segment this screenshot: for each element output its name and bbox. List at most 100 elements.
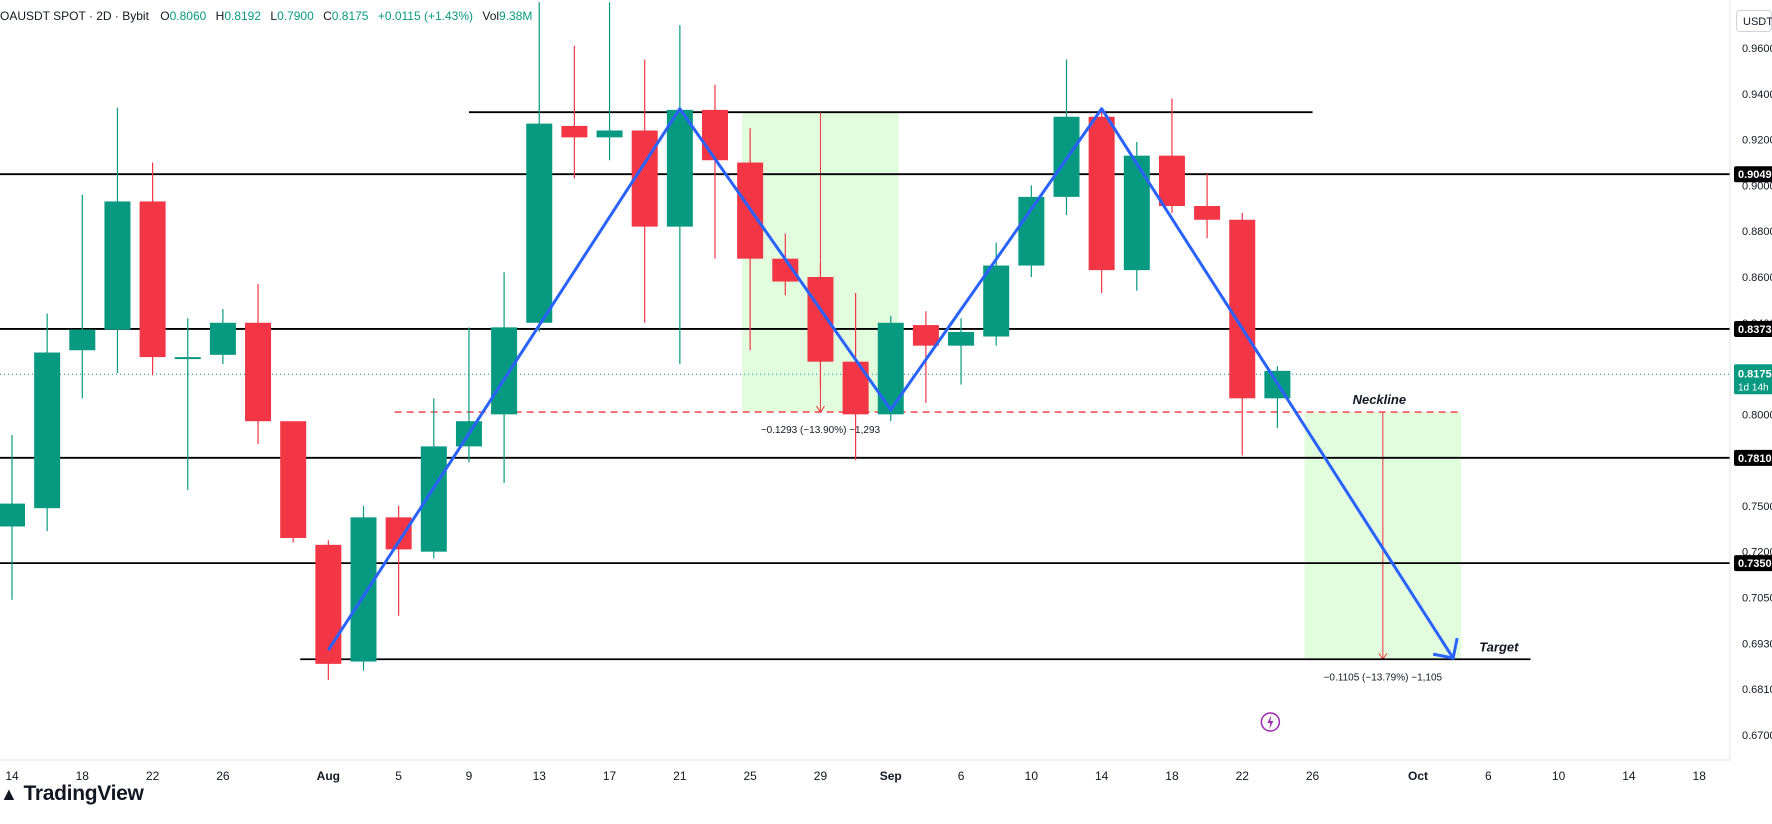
time-tick-label: 22 xyxy=(146,769,160,783)
level-price-label: 0.8373 xyxy=(1738,324,1772,336)
symbol-header: OAUSDT SPOT · 2D · Bybit O0.8060 H0.8192… xyxy=(0,9,532,23)
volume-label: Vol xyxy=(482,9,500,23)
candle-body xyxy=(34,352,61,509)
candle-body xyxy=(0,503,25,527)
level-price-tag xyxy=(1734,320,1772,337)
candle-body xyxy=(807,276,834,362)
candle-body xyxy=(1088,116,1115,271)
lightning-glyph xyxy=(1267,715,1274,729)
candle-body xyxy=(1229,219,1256,399)
low-label: L xyxy=(270,9,278,23)
time-tick-label: 10 xyxy=(1025,769,1039,783)
open-value: 0.8060 xyxy=(169,9,207,23)
low-value: 0.7900 xyxy=(277,9,314,23)
time-tick-label: 14 xyxy=(1622,769,1636,783)
candle-body xyxy=(139,201,166,358)
level-price-tag xyxy=(1734,555,1772,572)
candle-body xyxy=(209,322,236,355)
candle-body xyxy=(561,125,588,138)
time-tick-label: 29 xyxy=(814,769,828,783)
open-label: O xyxy=(160,9,170,23)
candle-body xyxy=(69,329,96,351)
level-price-tag xyxy=(1734,449,1772,466)
symbol-name[interactable]: OAUSDT SPOT · 2D · Bybit xyxy=(0,9,149,23)
candle-body xyxy=(912,325,939,346)
countdown-label: 1d 14h xyxy=(1738,382,1769,393)
pattern-trendline xyxy=(327,107,1455,659)
time-tick-label: 26 xyxy=(1306,769,1320,783)
current-price-tag xyxy=(1734,364,1772,395)
candle-body xyxy=(1158,155,1185,207)
time-tick-label: 14 xyxy=(1095,769,1109,783)
pattern-arrow-head xyxy=(1432,637,1459,660)
target-label: Target xyxy=(1479,639,1519,654)
level-price-label: 0.9049 xyxy=(1738,169,1772,181)
change-value: +0.0115 (+1.43%) xyxy=(377,9,474,23)
candle-body xyxy=(350,517,377,662)
candle-body xyxy=(245,322,272,422)
time-tick-label: 13 xyxy=(533,769,547,783)
time-tick-label: 18 xyxy=(1165,769,1179,783)
time-tick-label: 18 xyxy=(76,769,90,783)
candle-body xyxy=(526,123,553,323)
close-value: 0.8175 xyxy=(331,9,369,23)
candle-body xyxy=(315,544,342,664)
time-tick-label: 6 xyxy=(1485,769,1492,783)
time-tick-label: Sep xyxy=(880,769,902,783)
volume-value: 9.38M xyxy=(499,9,533,23)
time-tick-label: 6 xyxy=(958,769,965,783)
time-tick-label: 17 xyxy=(603,769,617,783)
currency-button[interactable]: USDT xyxy=(1736,10,1772,32)
time-tick-label: 22 xyxy=(1236,769,1250,783)
candle-body xyxy=(702,109,728,161)
time-tick-label: 18 xyxy=(1693,769,1707,783)
current-price-label: 0.8175 xyxy=(1738,368,1772,380)
time-tick-label: 10 xyxy=(1552,769,1566,783)
candle-body xyxy=(842,361,869,415)
candle-body xyxy=(104,201,131,330)
time-tick-label: 26 xyxy=(216,769,230,783)
candle-body xyxy=(948,331,975,346)
level-price-label: 0.7350 xyxy=(1738,558,1772,570)
candle-body xyxy=(666,109,693,227)
tradingview-logo[interactable]: ▲ TradingView xyxy=(0,782,144,806)
candle-body xyxy=(772,258,799,282)
time-tick-label: 25 xyxy=(743,769,757,783)
candle-body xyxy=(1123,155,1150,271)
candle-body xyxy=(1194,206,1221,220)
high-label: H xyxy=(215,9,225,23)
measure-label: −0.1105 (−13.79%) −1,105 xyxy=(1324,672,1443,683)
time-tick-label: 5 xyxy=(395,769,402,783)
time-tick-label: 14 xyxy=(5,769,19,783)
time-tick-label: 9 xyxy=(466,769,473,783)
close-label: C xyxy=(323,9,332,23)
candle-body xyxy=(491,327,518,415)
candle-body xyxy=(280,421,307,538)
neckline-label: Neckline xyxy=(1353,392,1406,407)
candle-body xyxy=(596,130,623,138)
high-value: 0.8192 xyxy=(224,9,262,23)
level-price-label: 0.7810 xyxy=(1738,453,1772,465)
candle-body xyxy=(174,357,201,360)
candle-body xyxy=(877,322,904,415)
brand-name: TradingView xyxy=(23,782,144,805)
candle-body xyxy=(983,265,1010,337)
time-tick-label: 21 xyxy=(673,769,687,783)
tradingview-icon: ▲ xyxy=(0,784,18,804)
time-tick-label: Aug xyxy=(317,769,340,783)
measure-label: −0.1293 (−13.90%) −1,293 xyxy=(761,425,881,436)
level-price-tag xyxy=(1734,166,1772,183)
